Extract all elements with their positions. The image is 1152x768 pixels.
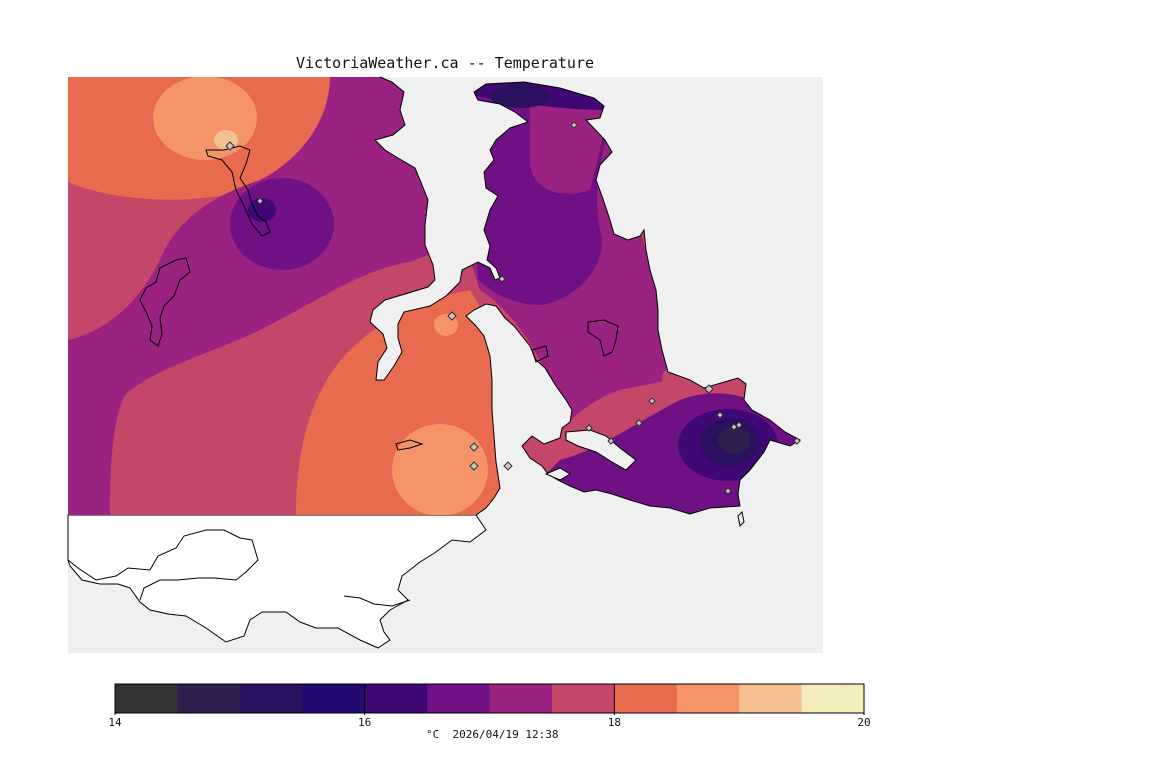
station-marker[interactable] <box>716 411 724 419</box>
lake-outline-east <box>587 319 619 357</box>
coastline-main <box>369 76 802 516</box>
station-marker[interactable] <box>648 397 656 405</box>
legend-swatch <box>551 684 615 713</box>
station-marker[interactable] <box>498 275 506 283</box>
legend-frame <box>114 683 865 714</box>
legend-tick-label: 14 <box>108 716 122 729</box>
station-marker[interactable] <box>585 424 593 432</box>
legend-swatch <box>427 684 490 713</box>
station-marker[interactable] <box>607 437 615 445</box>
station-marker[interactable] <box>469 442 479 452</box>
legend-swatch <box>801 684 865 713</box>
legend-swatch <box>239 684 303 713</box>
legend-swatch <box>614 684 678 713</box>
station-marker[interactable] <box>793 437 801 445</box>
station-marker[interactable] <box>635 419 643 427</box>
station-marker[interactable] <box>724 487 732 495</box>
station-marker[interactable] <box>704 384 714 394</box>
legend-swatch <box>489 684 553 713</box>
harbour-islet <box>544 467 571 481</box>
legend-swatches <box>114 684 865 715</box>
legend-swatch <box>739 684 803 713</box>
station-marker[interactable] <box>503 461 513 471</box>
station-marker[interactable] <box>730 423 738 431</box>
station-marker[interactable] <box>570 121 578 129</box>
station-marker[interactable] <box>469 461 479 471</box>
station-marker[interactable] <box>735 421 743 429</box>
water-region-south <box>67 514 487 649</box>
inlet-outline <box>205 145 271 237</box>
lake-outline-west <box>139 257 191 347</box>
coastline-island <box>67 529 259 601</box>
map-title: VictoriaWeather.ca -- Temperature <box>296 54 595 72</box>
legend-tick-label: 16 <box>358 716 372 729</box>
legend-swatch <box>364 684 428 713</box>
lake-outline-small <box>531 345 549 363</box>
lake-outline-south <box>395 439 424 451</box>
coastline-detail <box>343 595 411 607</box>
legend-swatch <box>115 684 178 713</box>
legend-swatch <box>676 684 740 713</box>
legend-swatch <box>177 684 241 713</box>
harbour-outline <box>565 429 637 471</box>
station-markers <box>225 121 801 495</box>
legend-tick-label: 20 <box>857 716 871 729</box>
station-marker[interactable] <box>447 311 457 321</box>
legend-units-timestamp: °C 2026/04/19 12:38 <box>426 728 559 741</box>
islet-outline <box>737 510 745 528</box>
legend-swatch <box>302 684 366 713</box>
legend-tick-label: 18 <box>607 716 621 729</box>
station-marker[interactable] <box>225 141 235 151</box>
station-marker[interactable] <box>256 197 264 205</box>
